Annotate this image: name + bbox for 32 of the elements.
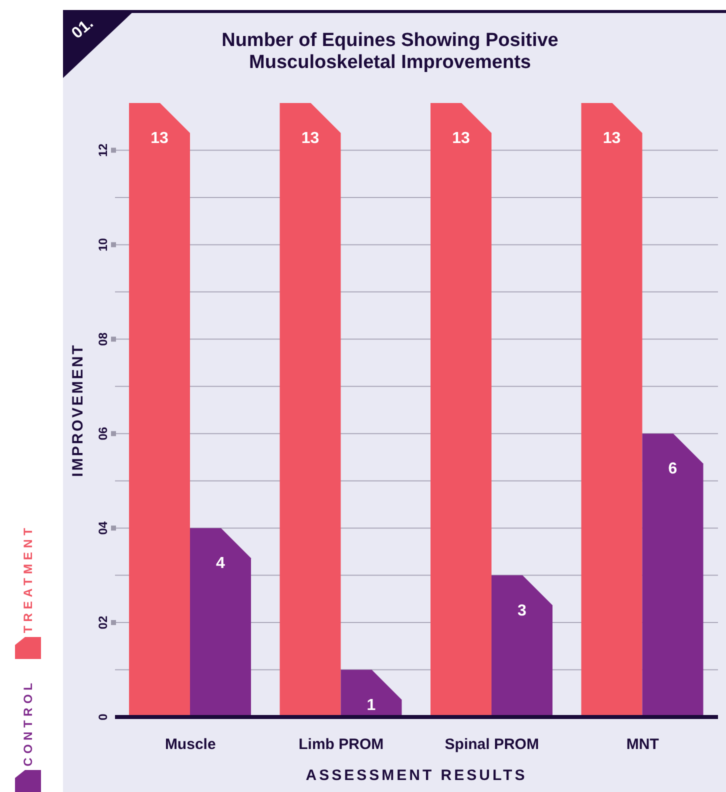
- y-tick-label: 12: [96, 143, 110, 157]
- x-tick-label: Spinal PROM: [444, 736, 539, 753]
- data-label: 4: [216, 555, 226, 572]
- y-tick-label: 0: [96, 713, 110, 720]
- text: TREATMENT: [21, 524, 35, 633]
- y-tick-label: 06: [96, 426, 110, 440]
- x-axis-title: ASSESSMENT RESULTS: [306, 767, 528, 784]
- data-label: 13: [150, 130, 168, 147]
- data-label: 13: [301, 130, 320, 147]
- chart-title: Number of Equines Showing Positive Musculoskeletal Improvements: [220, 30, 560, 74]
- x-tick-label: Muscle: [164, 736, 216, 753]
- bar: [190, 528, 251, 717]
- bar: [492, 575, 552, 717]
- data-label: 13: [452, 130, 470, 147]
- bar: [581, 103, 642, 717]
- x-tick-label: MNT: [626, 736, 659, 753]
- data-label: 13: [602, 130, 621, 147]
- y-axis-title: IMPROVEMENT: [69, 343, 86, 477]
- data-label: 3: [518, 602, 527, 620]
- y-tick-label: 02: [96, 616, 110, 630]
- bar: [129, 103, 190, 717]
- y-tick-label: 10: [96, 238, 110, 252]
- y-tick-label: 04: [96, 521, 110, 535]
- text: 01.: [68, 14, 98, 44]
- y-tick-label: 08: [96, 332, 110, 346]
- data-label: 6: [668, 460, 678, 478]
- text: CONTROL: [21, 678, 35, 766]
- data-label: 1: [366, 696, 376, 714]
- bar: [642, 434, 704, 717]
- bar: [280, 103, 341, 717]
- bar: [430, 103, 492, 717]
- x-tick-label: Limb PROM: [298, 736, 384, 753]
